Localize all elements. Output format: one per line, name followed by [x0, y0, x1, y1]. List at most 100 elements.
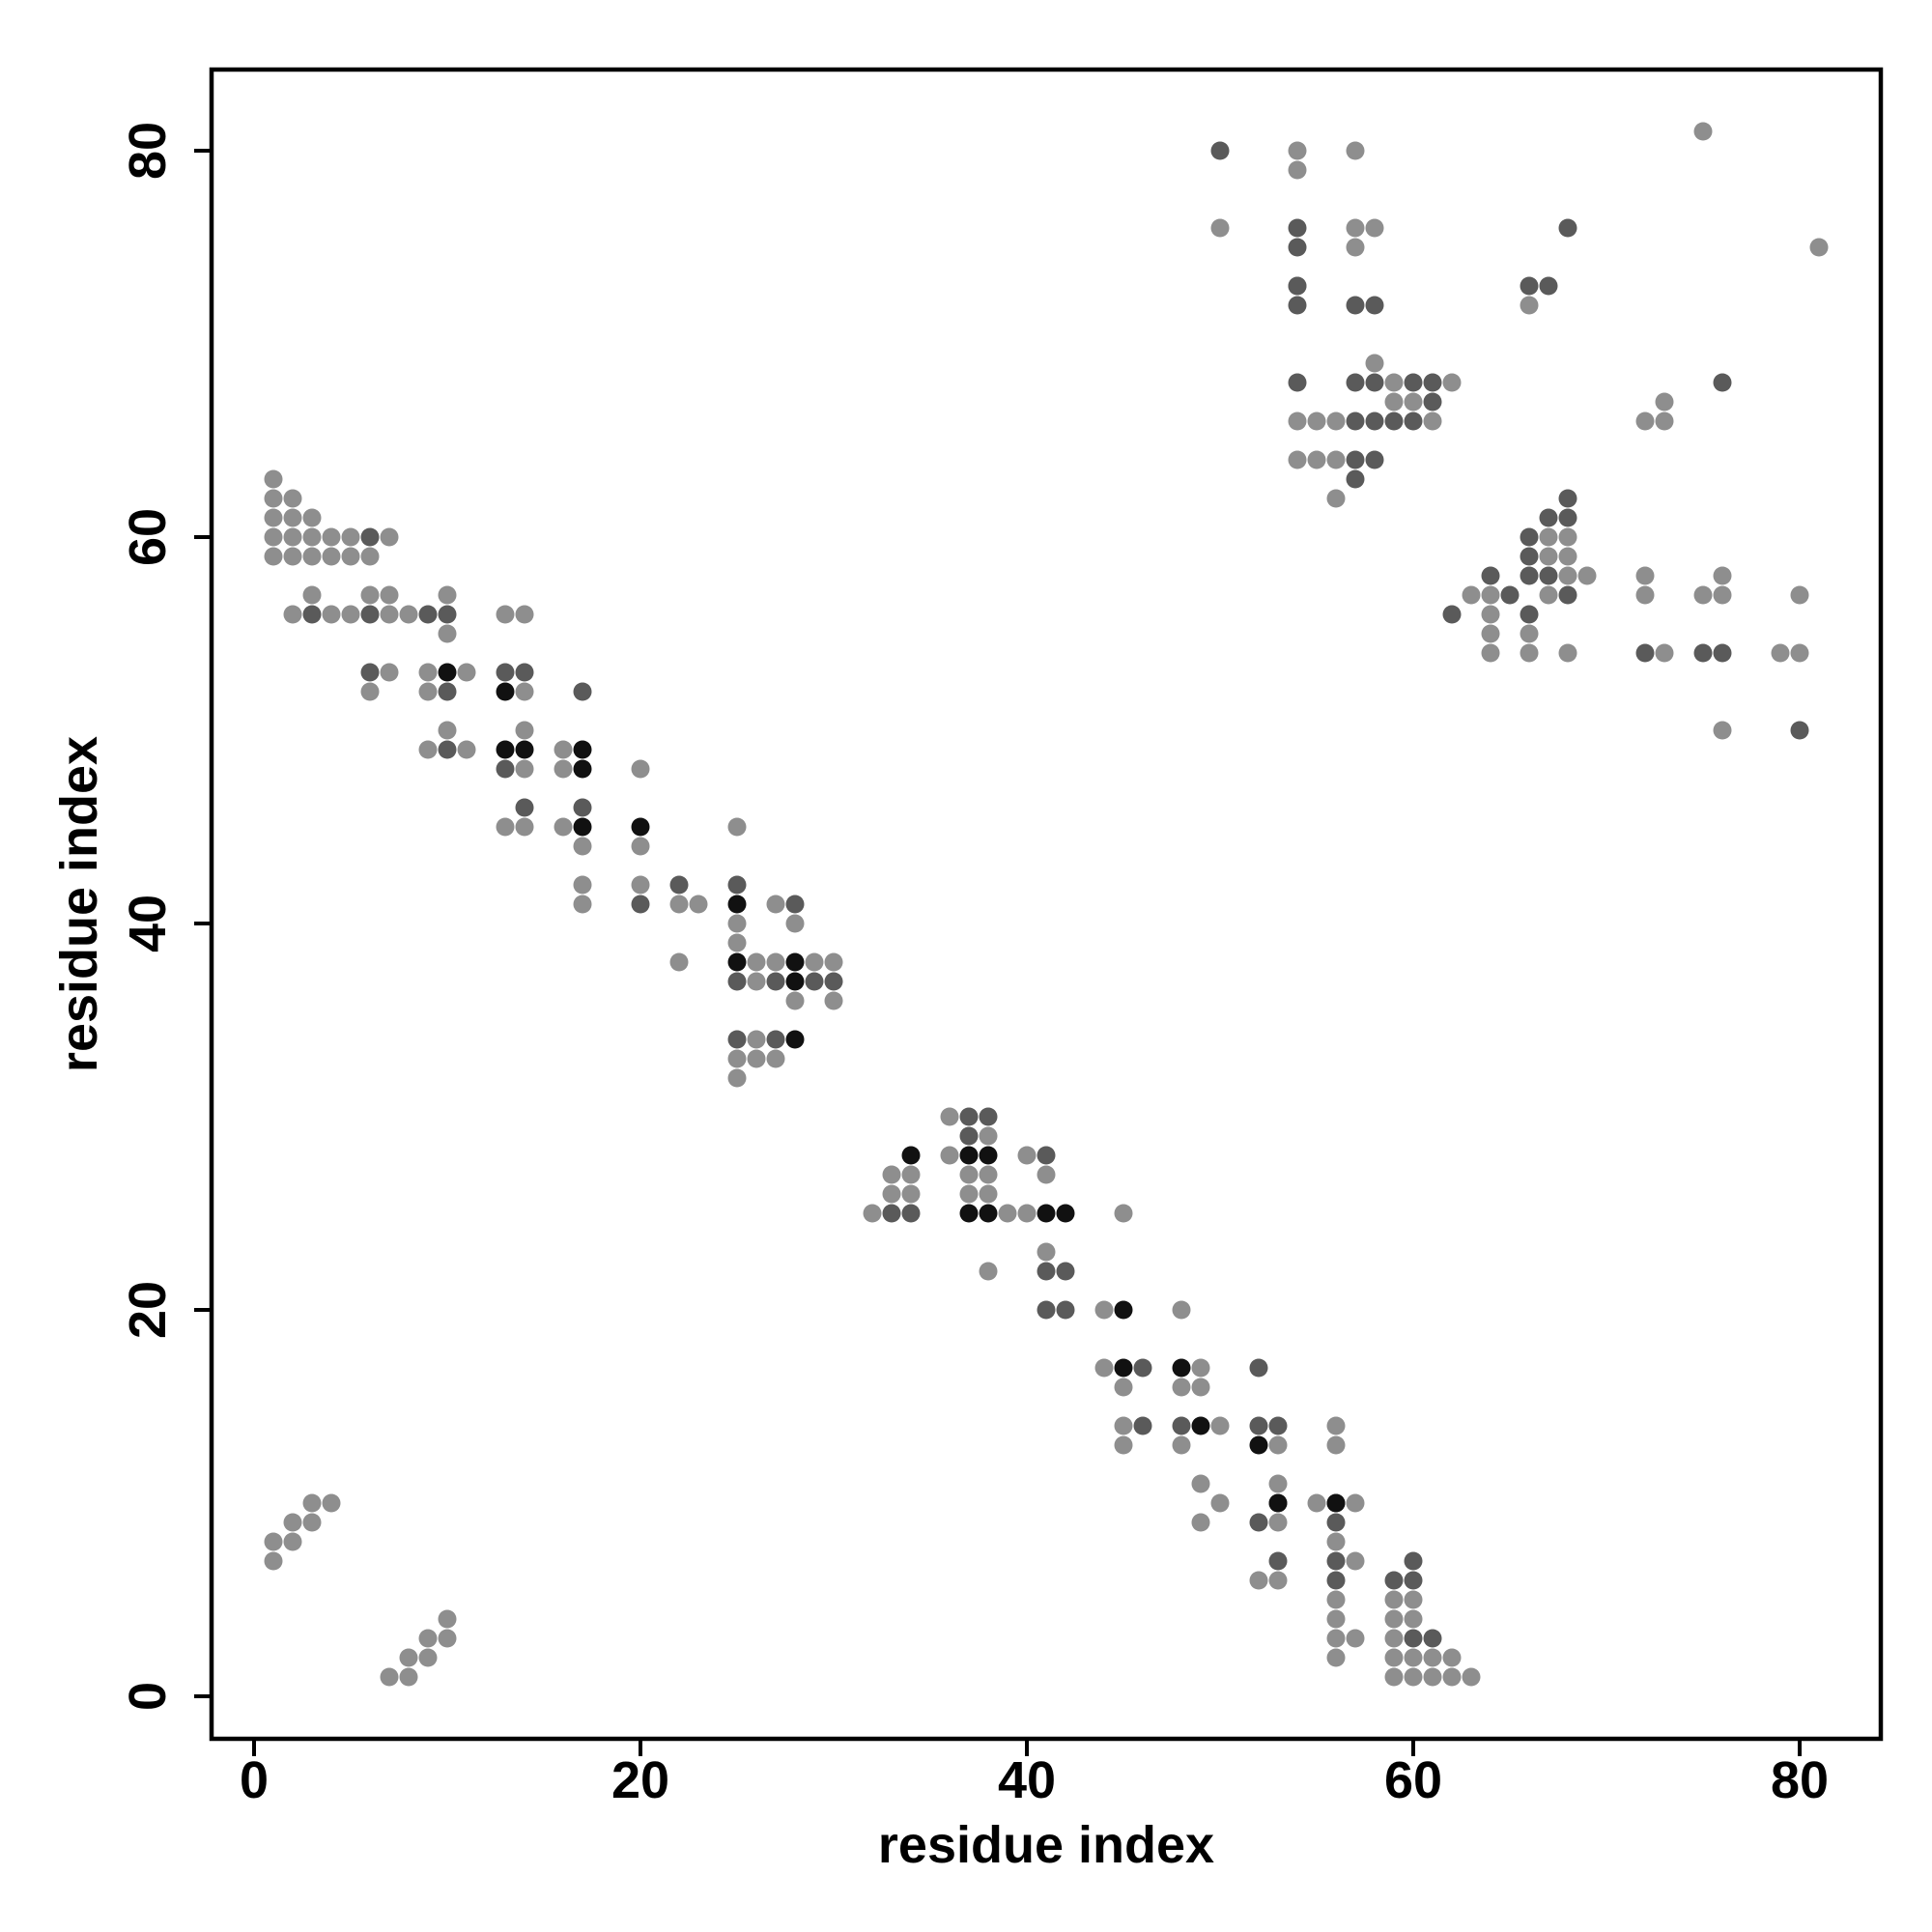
- contact-point-light: [1481, 585, 1500, 605]
- contact-point-light: [341, 527, 360, 547]
- contact-point-light: [438, 1629, 457, 1648]
- contact-point-light: [418, 682, 438, 701]
- contact-point-light: [1346, 1551, 1365, 1571]
- contact-point-light: [1635, 412, 1655, 431]
- contact-point-mid: [1288, 276, 1307, 296]
- contact-point-light: [573, 875, 592, 895]
- contact-point-light: [766, 895, 785, 914]
- contact-point-light: [1172, 1300, 1191, 1320]
- contact-point-mid: [573, 798, 592, 817]
- contact-point-light: [1172, 1378, 1191, 1397]
- contact-point-light: [264, 547, 283, 566]
- contact-point-light: [1017, 1204, 1037, 1223]
- contact-point-mid: [1268, 1551, 1288, 1571]
- contact-point-light: [1114, 1435, 1133, 1455]
- contact-point-mid: [1539, 566, 1558, 585]
- contact-point-light: [1520, 624, 1539, 643]
- y-tick-label: 40: [119, 895, 177, 952]
- plot-frame: [209, 67, 1884, 1742]
- contact-point-dark: [1172, 1358, 1191, 1378]
- contact-point-dark: [438, 663, 457, 682]
- x-tick-label: 80: [1771, 1751, 1829, 1809]
- contact-point-light: [418, 1648, 438, 1667]
- contact-point-dark: [901, 1146, 921, 1165]
- contact-point-light: [1288, 141, 1307, 160]
- contact-point-light: [785, 991, 805, 1010]
- contact-point-light: [496, 605, 515, 624]
- contact-point-dark: [727, 952, 747, 972]
- contact-point-light: [1268, 1513, 1288, 1532]
- contact-point-light: [824, 952, 843, 972]
- contact-point-light: [1635, 566, 1655, 585]
- contact-point-mid: [1288, 238, 1307, 257]
- contact-point-light: [438, 1609, 457, 1629]
- contact-point-light: [399, 1667, 418, 1687]
- contact-point-light: [1481, 643, 1500, 663]
- contact-point-dark: [573, 759, 592, 779]
- contact-point-mid: [1346, 412, 1365, 431]
- contact-point-light: [360, 547, 380, 566]
- contact-point-mid: [1249, 1416, 1268, 1435]
- contact-point-mid: [438, 682, 457, 701]
- contact-point-mid: [1558, 489, 1577, 508]
- contact-point-light: [283, 489, 302, 508]
- contact-point-mid: [1481, 566, 1500, 585]
- contact-point-light: [1384, 1629, 1404, 1648]
- contact-point-dark: [979, 1204, 998, 1223]
- contact-point-light: [1346, 218, 1365, 238]
- x-tick-label: 60: [1384, 1751, 1442, 1809]
- contact-point-light: [438, 585, 457, 605]
- contact-point-light: [1191, 1358, 1210, 1378]
- contact-point-light: [1558, 566, 1577, 585]
- contact-point-light: [1210, 1416, 1230, 1435]
- contact-point-light: [1713, 566, 1732, 585]
- contact-point-light: [1809, 238, 1829, 257]
- contact-point-light: [399, 605, 418, 624]
- contact-point-light: [341, 547, 360, 566]
- contact-point-light: [264, 1532, 283, 1551]
- contact-point-light: [399, 1648, 418, 1667]
- contact-point-mid: [1404, 412, 1423, 431]
- contact-point-light: [1114, 1416, 1133, 1435]
- x-axis-ticks: 0 20 40 60 80: [240, 1739, 1829, 1809]
- contact-point-light: [264, 508, 283, 527]
- contact-point-light: [302, 547, 322, 566]
- contact-point-light: [1249, 1571, 1268, 1590]
- contact-point-light: [1655, 392, 1674, 412]
- contact-point-light: [1384, 1648, 1404, 1667]
- contact-point-light: [1404, 1590, 1423, 1609]
- contact-point-mid: [1326, 1551, 1346, 1571]
- contact-point-light: [438, 721, 457, 740]
- contact-point-light: [1346, 1493, 1365, 1513]
- contact-point-mid: [1210, 141, 1230, 160]
- contact-point-light: [785, 914, 805, 933]
- contact-point-light: [901, 1184, 921, 1204]
- contact-point-light: [1404, 392, 1423, 412]
- contact-point-light: [1326, 1629, 1346, 1648]
- contact-point-light: [1346, 1629, 1365, 1648]
- contact-point-mid: [1635, 643, 1655, 663]
- contact-point-light: [631, 759, 650, 779]
- contact-point-light: [901, 1165, 921, 1184]
- contact-point-light: [1210, 218, 1230, 238]
- contact-point-dark: [979, 1146, 998, 1165]
- contact-point-light: [283, 1532, 302, 1551]
- contact-point-light: [380, 1667, 399, 1687]
- contact-point-light: [1365, 354, 1384, 373]
- contact-point-light: [264, 489, 283, 508]
- contact-point-mid: [979, 1107, 998, 1126]
- contact-point-light: [669, 895, 689, 914]
- contact-point-mid: [1539, 508, 1558, 527]
- contact-point-mid: [805, 972, 824, 991]
- contact-point-light: [1404, 1648, 1423, 1667]
- contact-point-light: [727, 1068, 747, 1088]
- contact-point-light: [669, 952, 689, 972]
- contact-point-light: [1520, 296, 1539, 315]
- contact-point-mid: [1520, 566, 1539, 585]
- contact-point-mid: [1346, 469, 1365, 489]
- contact-point-light: [727, 1049, 747, 1068]
- contact-point-light: [1326, 1609, 1346, 1629]
- contact-point-light: [1520, 643, 1539, 663]
- contact-point-light: [631, 837, 650, 856]
- contact-point-light: [1191, 1474, 1210, 1493]
